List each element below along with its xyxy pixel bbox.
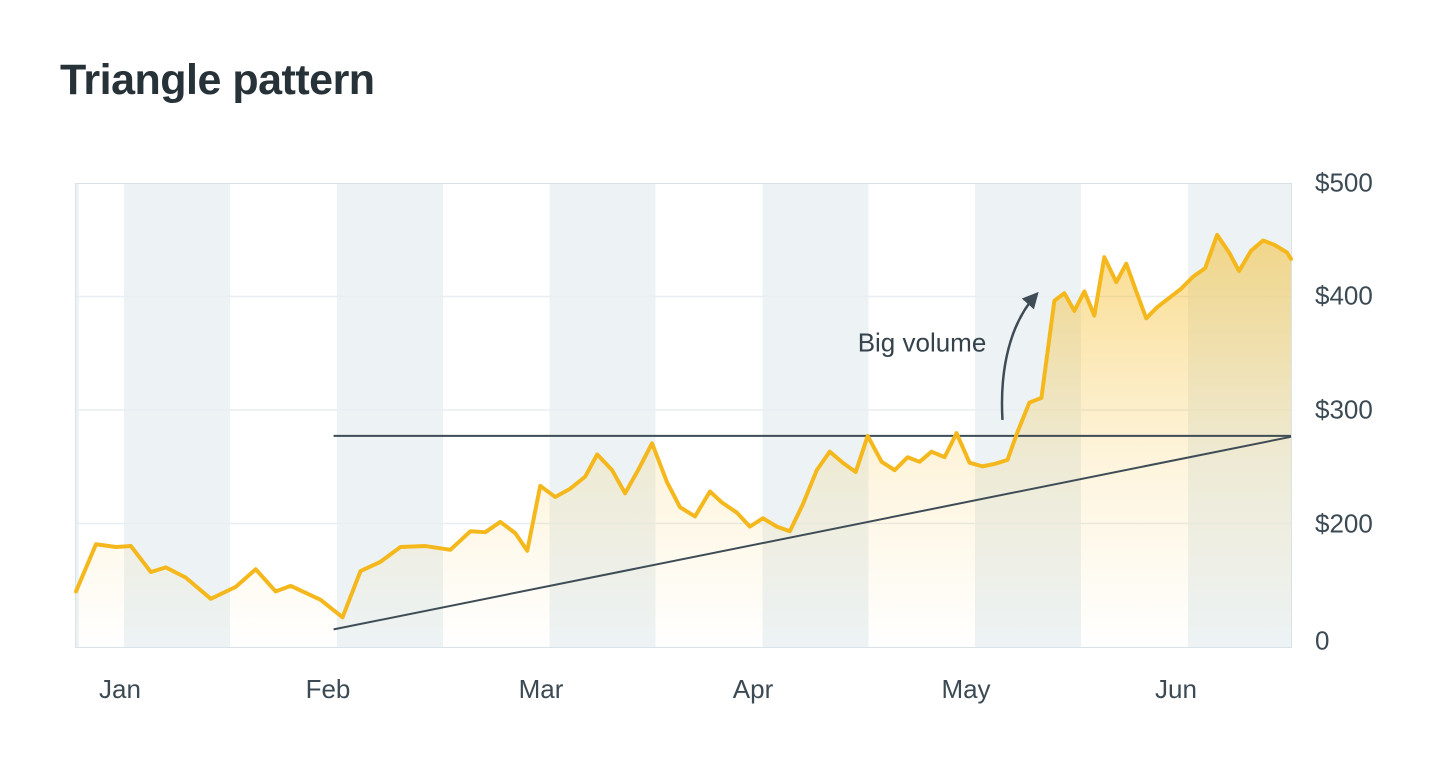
x-axis: Jan Feb Mar Apr May Jun [75,668,1292,712]
x-axis-label: Jan [99,674,141,704]
y-axis-label: $300 [1315,394,1373,425]
x-axis-label: Jun [1155,674,1197,704]
price-line [74,232,1293,620]
y-axis: $500 $400 $300 $200 0 [1315,168,1425,656]
y-axis-label: $500 [1315,167,1373,198]
plot-area: Big volume [74,183,1293,648]
annotation-label: Big volume [857,327,987,358]
y-axis-label: $200 [1315,508,1373,539]
y-axis-label: $400 [1315,280,1373,311]
price-area [76,234,1291,647]
x-axis-label: Mar [518,674,564,704]
support-trendline [333,435,1292,631]
x-axis-label: Apr [732,674,774,704]
breakout-arrow [1000,291,1039,421]
y-axis-label: 0 [1315,625,1330,656]
plot-svg [74,232,1293,647]
page-title: Triangle pattern [60,56,375,104]
x-axis-label: Feb [305,674,351,704]
x-axis-label: May [941,674,991,704]
